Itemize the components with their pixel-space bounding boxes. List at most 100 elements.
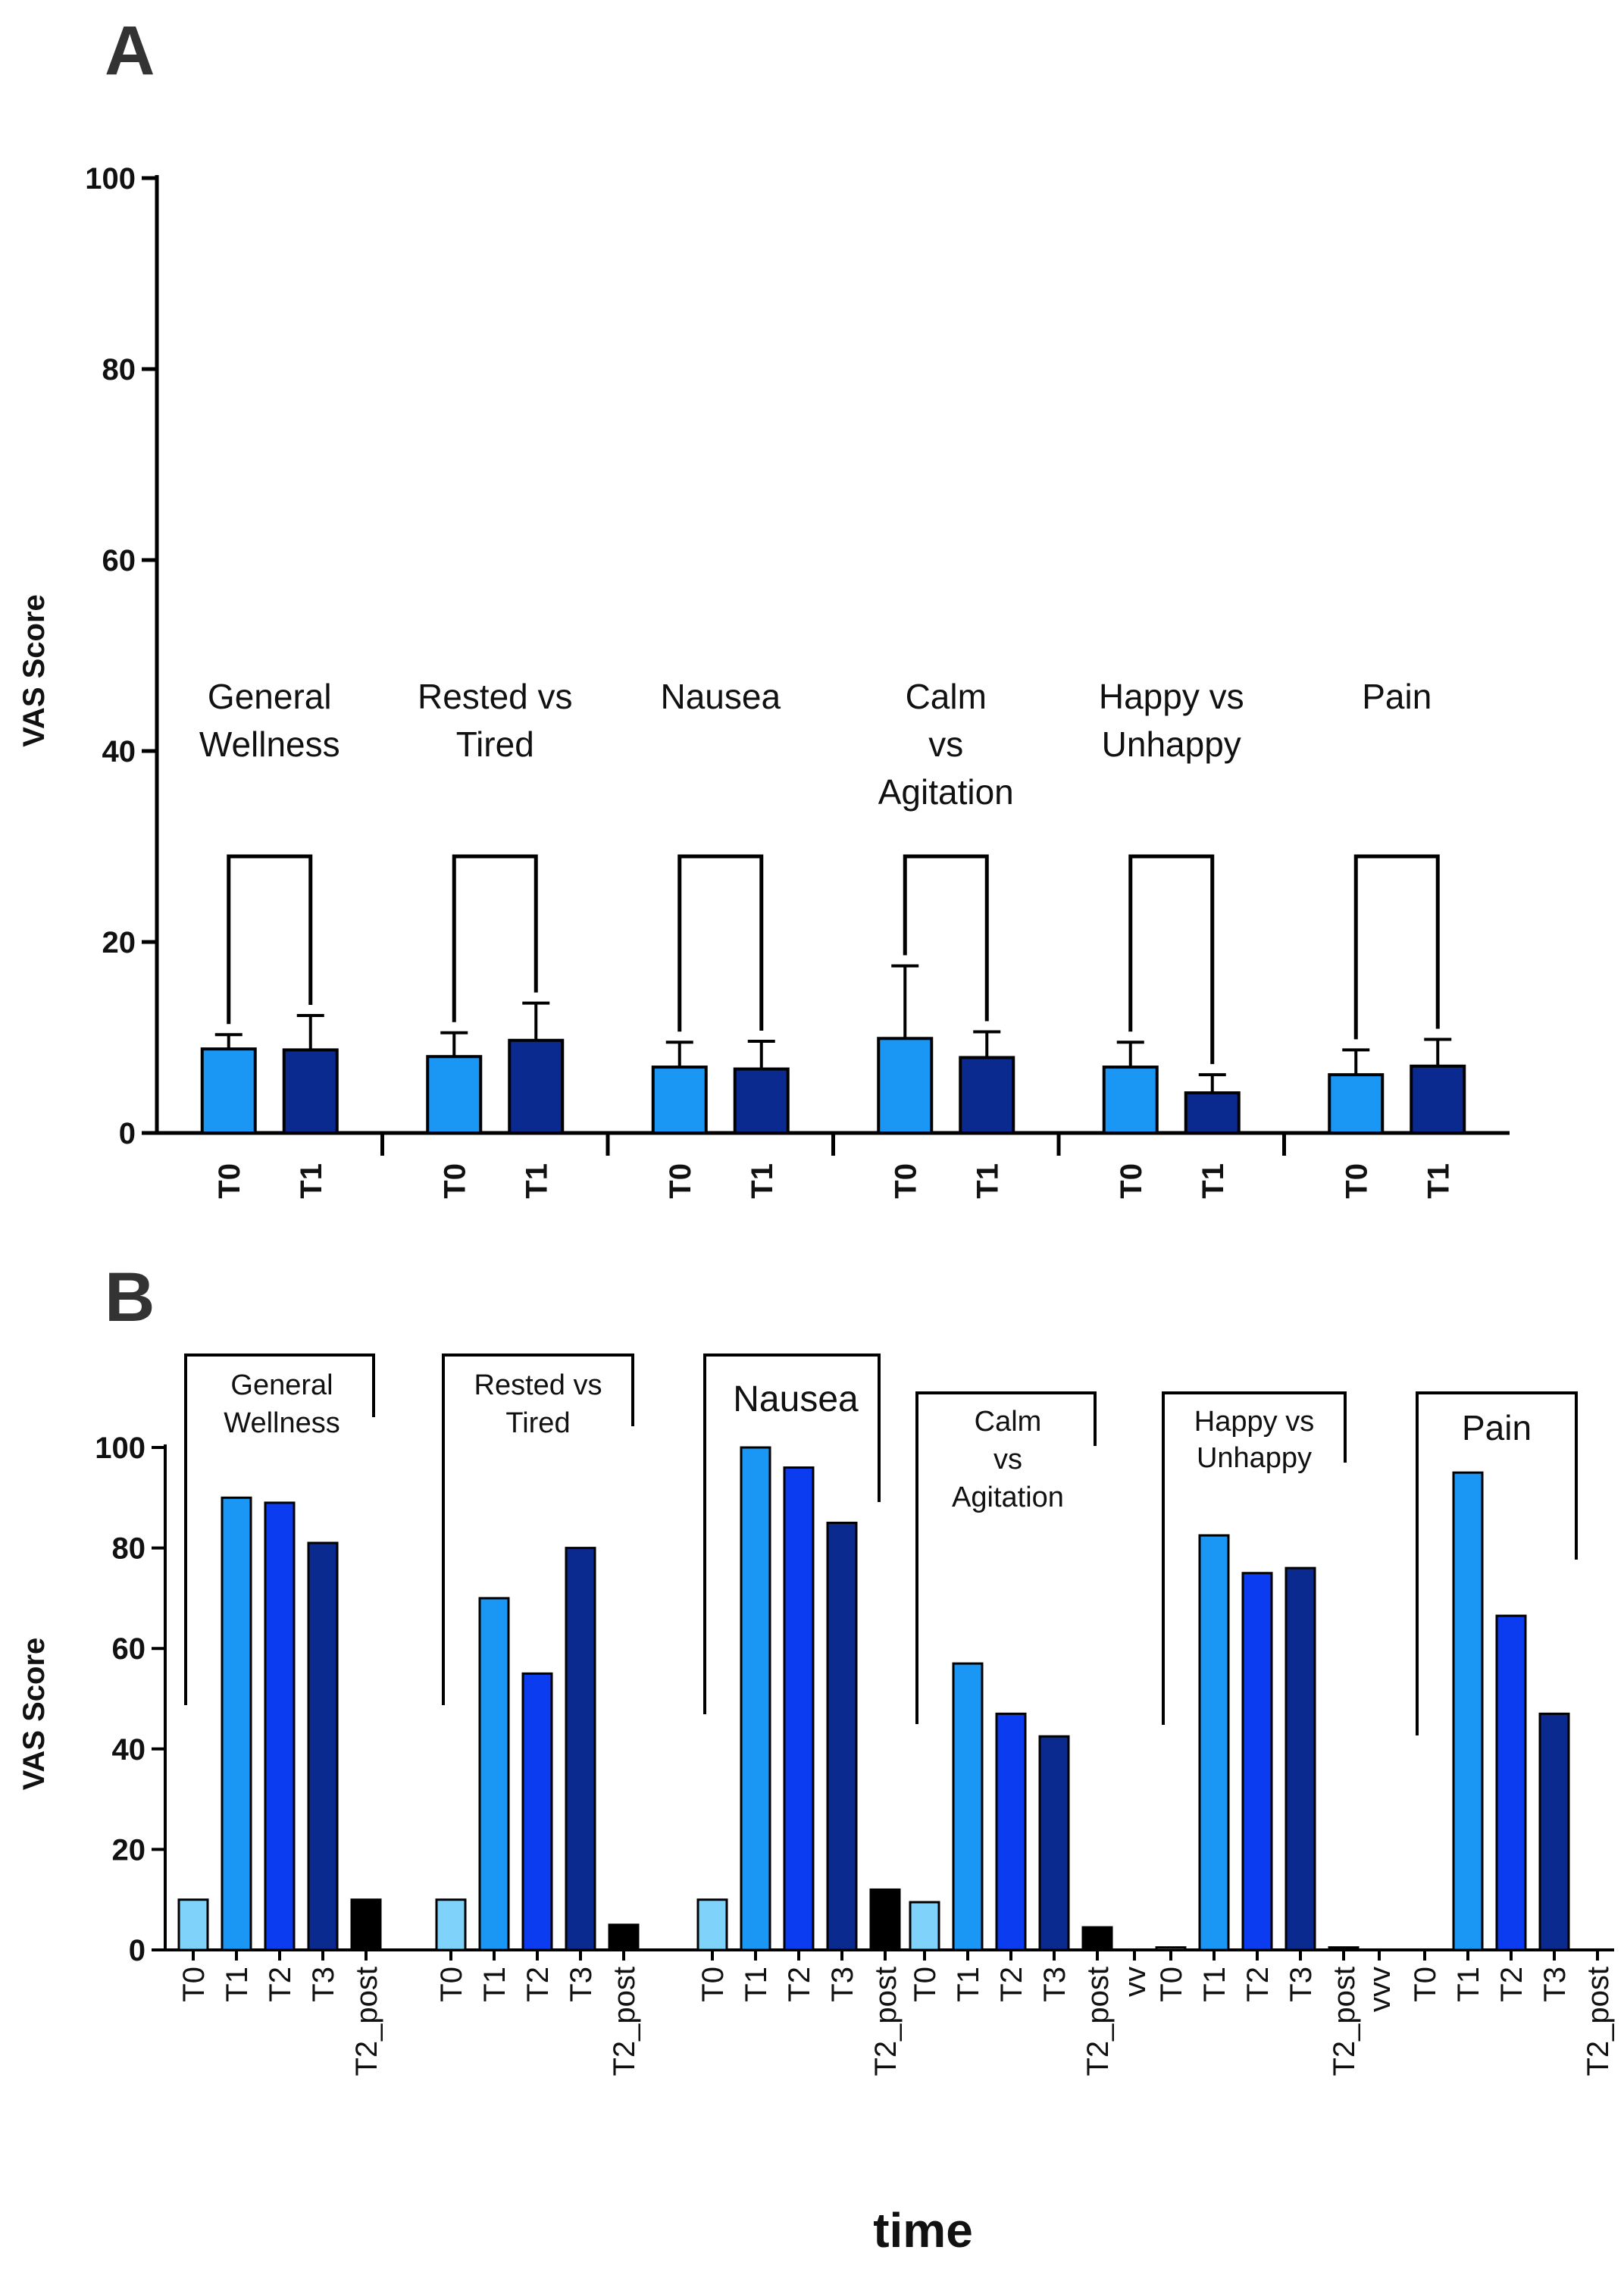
panel-b-chart: B 0 20 40 60 80 100 VAS Score time T0 T1 T2 T3 T2_pos… xyxy=(17,1259,1615,2258)
group-label: Tired xyxy=(456,724,534,764)
x-tick-label: T2_post xyxy=(1081,1967,1115,2076)
group-label: Calm xyxy=(975,1406,1042,1438)
y-tick-label: 100 xyxy=(85,162,136,196)
bar-t1 xyxy=(1184,1091,1241,1134)
x-tick-label: T3 xyxy=(565,1967,598,2002)
x-tick-label: T1 xyxy=(295,1163,328,1199)
group-rested-vs-tired: T0 T1 T2 T3 T2_post Rested vs Tired xyxy=(435,1353,641,2076)
group-label: Unhappy xyxy=(1197,1442,1312,1474)
group-general-wellness: T0 T1 General Wellness xyxy=(199,677,340,1199)
group-label: Rested vs xyxy=(418,677,573,716)
comparison-bracket xyxy=(677,854,764,1032)
x-tick-label: T0 xyxy=(1340,1163,1373,1199)
bar-t2-post xyxy=(869,1888,901,1951)
x-tick-label: T2_post xyxy=(350,1967,383,2076)
x-tick-label: T2_post xyxy=(1328,1967,1361,2076)
group-happy-vs-unhappy: T0 T1 Happy vs Unhappy xyxy=(1099,677,1244,1199)
bar-t3 xyxy=(826,1521,858,1951)
panel-b-letter: B xyxy=(105,1259,155,1336)
x-tick-label: T0 xyxy=(1409,1967,1442,2002)
y-tick-label: 80 xyxy=(112,1532,146,1566)
bar-t2-post xyxy=(1328,1946,1360,1951)
bar-t1 xyxy=(508,1038,565,1135)
x-tick-label: T0 xyxy=(177,1967,211,2002)
group-label: Rested vs xyxy=(474,1369,602,1401)
bar-t0 xyxy=(177,1898,209,1951)
x-tick-label: T1 xyxy=(221,1967,254,2002)
bar-t1 xyxy=(959,1056,1015,1134)
comparison-bracket xyxy=(903,854,989,1022)
x-tick-label: vvv xyxy=(1363,1967,1397,2012)
group-bracket xyxy=(442,1353,634,1705)
x-tick-label: T1 xyxy=(1198,1967,1231,2002)
bar-t2 xyxy=(995,1712,1027,1951)
y-axis-title: VAS Score xyxy=(17,1638,51,1791)
y-tick-label: 40 xyxy=(102,735,136,768)
group-label: Wellness xyxy=(199,724,340,764)
x-tick-label: T1 xyxy=(746,1163,779,1199)
group-label: vs xyxy=(993,1444,1022,1476)
bar-t0 xyxy=(1328,1073,1385,1135)
group-label: Happy vs xyxy=(1099,677,1244,716)
x-tick-label: T2_post xyxy=(1582,1967,1615,2076)
group-bracket xyxy=(1416,1391,1578,1735)
bar-t2 xyxy=(264,1501,296,1951)
group-bracket xyxy=(915,1391,1097,1724)
bar-t2 xyxy=(1241,1572,1273,1951)
x-tick-label: vv xyxy=(1119,1967,1152,1997)
group-label: Nausea xyxy=(733,1379,859,1419)
bar-t0 xyxy=(200,1047,257,1134)
x-tick-label: T2 xyxy=(1241,1967,1275,2002)
x-tick-label: T3 xyxy=(1284,1967,1318,2002)
y-tick-label: 60 xyxy=(112,1632,146,1666)
bar-t1 xyxy=(740,1446,771,1951)
bar-t3 xyxy=(565,1547,596,1951)
group-label: Agitation xyxy=(878,772,1014,812)
group-pain: T0 T1 T2 T3 T2_post vvv Pain xyxy=(1363,1391,1615,2076)
bar-t1 xyxy=(1410,1064,1466,1135)
group-label: Agitation xyxy=(952,1482,1064,1513)
group-label: Pain xyxy=(1362,677,1432,716)
x-tick-label: T1 xyxy=(478,1967,512,2002)
x-tick-label: T2 xyxy=(521,1967,555,2002)
x-tick-label: T0 xyxy=(1155,1967,1188,2002)
bar-t0 xyxy=(435,1898,467,1951)
x-tick-label: T0 xyxy=(438,1163,471,1199)
x-tick-label: T1 xyxy=(1197,1163,1230,1199)
x-tick-label: T0 xyxy=(664,1163,697,1199)
x-tick-label: T2 xyxy=(1495,1967,1529,2002)
x-tick-label: T3 xyxy=(826,1967,859,2002)
bar-t3 xyxy=(1038,1735,1070,1951)
bar-t1 xyxy=(221,1496,252,1951)
bar-t1 xyxy=(733,1067,790,1134)
bar-t1 xyxy=(282,1048,339,1135)
bar-t0 xyxy=(1155,1946,1187,1951)
group-label: Happy vs xyxy=(1194,1406,1314,1438)
group-nausea: T0 T1 T2 T3 T2_post Nausea xyxy=(696,1353,903,2076)
x-tick-label: T0 xyxy=(1115,1163,1148,1199)
y-tick-label: 0 xyxy=(129,1934,146,1967)
comparison-bracket xyxy=(1128,854,1215,1065)
x-tick-label: T0 xyxy=(696,1967,730,2002)
group-bracket xyxy=(703,1353,881,1714)
bar-t0 xyxy=(696,1898,728,1951)
group-label: Nausea xyxy=(660,677,781,716)
x-tick-label: T2 xyxy=(995,1967,1028,2002)
y-tick-label: 20 xyxy=(112,1833,146,1867)
x-tick-label: T3 xyxy=(307,1967,340,2002)
x-tick-label: T0 xyxy=(889,1163,922,1199)
bar-t0 xyxy=(1102,1066,1159,1135)
y-tick-label: 80 xyxy=(102,353,136,386)
group-label: Tired xyxy=(505,1407,570,1439)
bar-t0 xyxy=(651,1066,708,1135)
bar-t3 xyxy=(1284,1566,1316,1951)
x-tick-label: T2_post xyxy=(869,1967,903,2076)
group-label: Unhappy xyxy=(1102,724,1241,764)
bar-t2 xyxy=(783,1466,815,1951)
x-tick-label: T3 xyxy=(1038,1967,1072,2002)
bar-t2-post xyxy=(608,1923,640,1951)
group-nausea: T0 T1 Nausea xyxy=(651,677,790,1199)
bar-t3 xyxy=(307,1541,339,1951)
x-tick-label: T0 xyxy=(435,1967,468,2002)
